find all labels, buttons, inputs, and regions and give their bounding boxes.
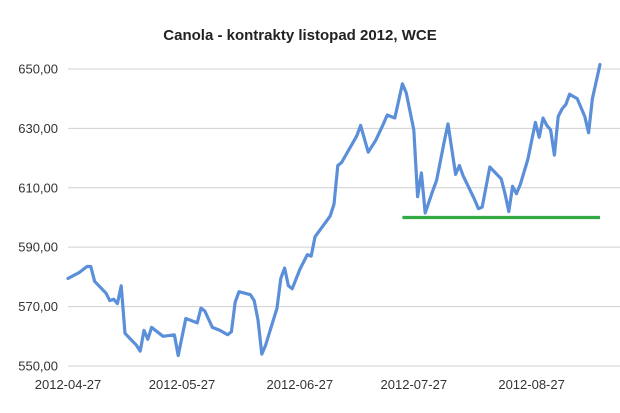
y-tick-label: 550,00 [18,359,58,374]
x-tick-label: 2012-08-27 [498,377,565,392]
price-series-line [66,62,602,358]
x-axis: 2012-04-27 2012-05-27 2012-06-27 2012-07-27… [35,377,565,392]
y-tick-label: 610,00 [18,180,58,195]
gridlines [68,68,620,367]
y-tick-label: 570,00 [18,299,58,314]
x-tick-label: 2012-05-27 [149,377,216,392]
plot-area [66,62,602,358]
x-tick-label: 2012-06-27 [267,377,334,392]
y-tick-label: 590,00 [18,240,58,255]
x-tick-label: 2012-07-27 [381,377,448,392]
chart-title: Canola - kontrakty listopad 2012, WCE [163,27,436,44]
x-tick-label: 2012-04-27 [35,377,102,392]
y-axis: 550,00 570,00 590,00 610,00 630,00 650,00 [18,61,58,373]
y-tick-label: 650,00 [18,61,58,76]
y-tick-label: 630,00 [18,121,58,136]
